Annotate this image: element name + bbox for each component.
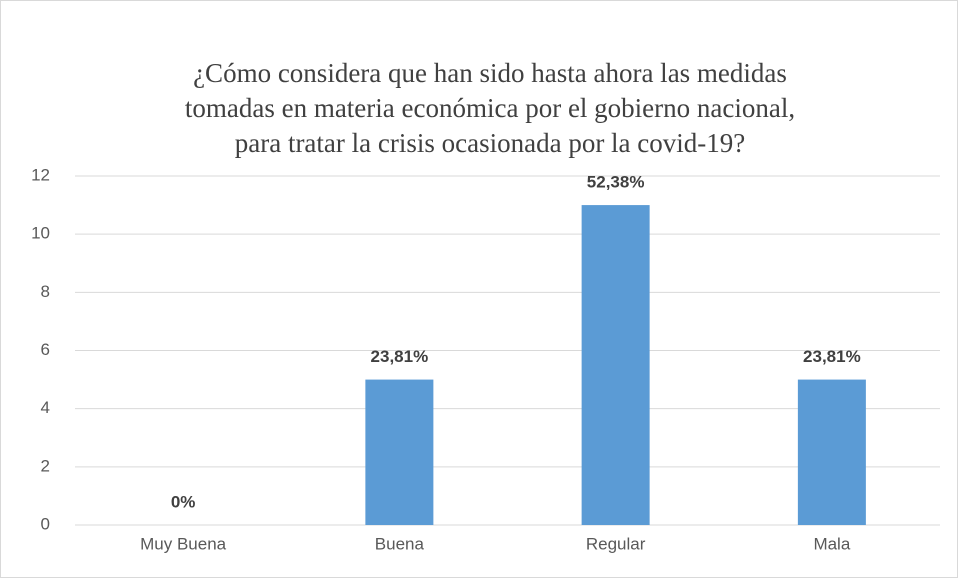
x-tick-label: Muy Buena <box>140 534 227 553</box>
y-tick-label: 0 <box>41 514 50 533</box>
y-tick-label: 2 <box>41 456 50 475</box>
chart-title: tomadas en materia económica por el gobi… <box>185 93 795 123</box>
y-tick-label: 10 <box>31 224 50 243</box>
x-tick-label: Mala <box>813 534 850 553</box>
chart-title: para tratar la crisis ocasionada por la … <box>235 128 746 158</box>
bar <box>797 379 866 525</box>
y-tick-label: 6 <box>41 340 50 359</box>
x-tick-label: Buena <box>375 534 425 553</box>
data-label: 23,81% <box>803 347 861 366</box>
data-label: 23,81% <box>371 347 429 366</box>
y-tick-label: 4 <box>41 398 50 417</box>
x-tick-label: Regular <box>586 534 646 553</box>
bar <box>365 379 434 525</box>
chart-title: ¿Cómo considera que han sido hasta ahora… <box>193 58 787 88</box>
bar <box>581 205 650 526</box>
y-tick-label: 12 <box>31 165 50 184</box>
data-label: 0% <box>171 492 196 511</box>
y-tick-label: 8 <box>41 282 50 301</box>
data-label: 52,38% <box>587 173 645 192</box>
